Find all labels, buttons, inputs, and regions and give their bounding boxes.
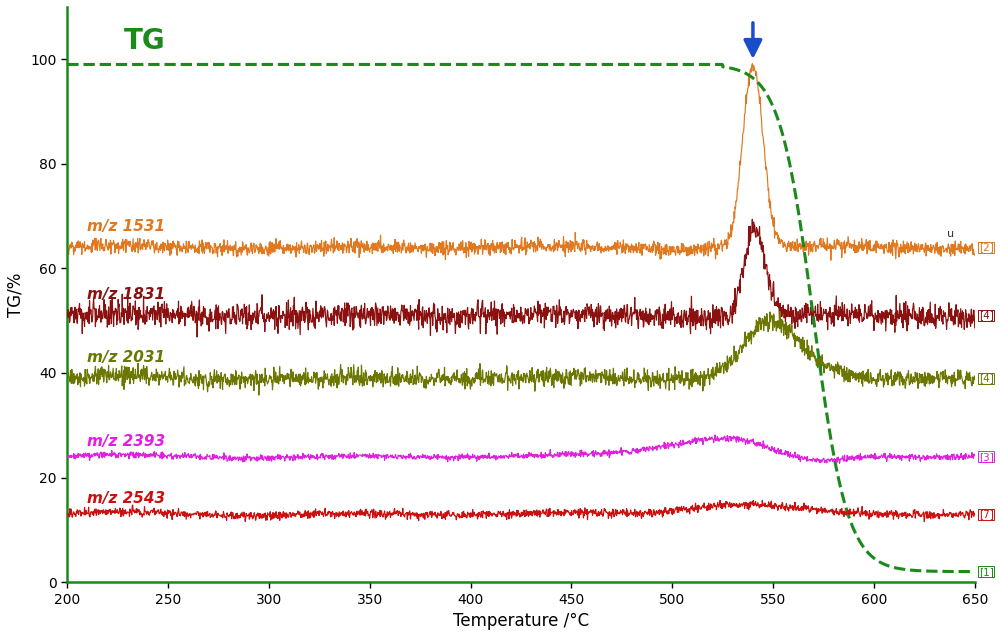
- Text: [4]: [4]: [979, 310, 994, 320]
- Text: [3]: [3]: [979, 452, 994, 462]
- Text: [7]: [7]: [979, 509, 994, 519]
- Text: [2]: [2]: [979, 243, 994, 252]
- Text: m/z 2031: m/z 2031: [87, 350, 166, 365]
- Y-axis label: TG/%: TG/%: [7, 273, 25, 317]
- Text: TG: TG: [124, 27, 165, 55]
- Text: m/z 1831: m/z 1831: [87, 287, 166, 303]
- Text: m/z 2543: m/z 2543: [87, 491, 166, 506]
- Text: m/z 2393: m/z 2393: [87, 434, 166, 448]
- X-axis label: Temperature /°C: Temperature /°C: [453, 612, 589, 630]
- Text: [4]: [4]: [979, 373, 994, 383]
- Text: [1]: [1]: [979, 567, 994, 576]
- Text: u: u: [947, 229, 954, 240]
- Text: m/z 1531: m/z 1531: [87, 219, 166, 234]
